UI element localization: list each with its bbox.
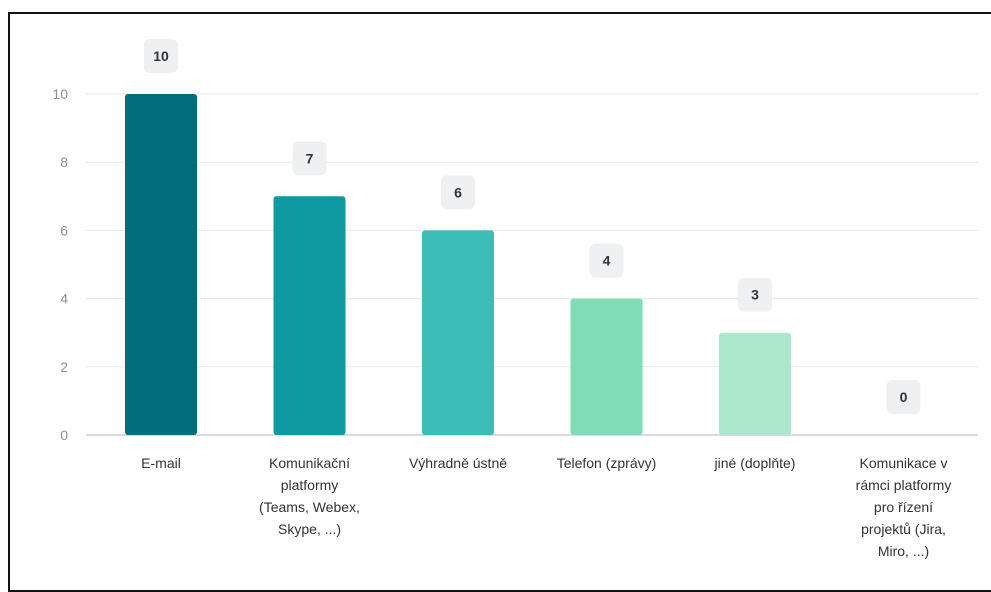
data-label-text: 4 [603,253,611,269]
category-label: jiné (doplňte) [714,455,796,471]
category-label-line: Výhradně ústně [409,455,507,471]
category-label-line: Miro, ...) [878,543,929,559]
category-label-line: Telefon (zprávy) [557,455,657,471]
category-label-line: E-mail [141,455,181,471]
data-label-text: 0 [900,389,908,405]
y-tick-label: 2 [60,359,68,375]
category-label: Komunikace v rámci platformy pro řízení pro… [856,455,952,559]
category-label-line: Komunikační [269,455,350,471]
grid-lines [86,93,978,436]
data-label: 0 [886,380,921,414]
y-tick-label: 8 [60,154,68,170]
y-tick-label: 0 [60,427,68,443]
bar [570,298,643,435]
data-label: 3 [738,277,772,312]
y-tick-label: 6 [60,222,68,238]
category-label: Telefon (zprávy) [557,455,657,471]
category-label-line: jiné (doplňte) [714,455,796,471]
data-label-badge [886,380,921,414]
bar [719,332,791,435]
data-label-badge [589,243,624,278]
category-label-line: platformy [281,477,339,493]
category-label-line: pro řízení [874,499,933,515]
data-label-badge [144,39,178,73]
category-label: Komunikační platformy (Teams, Webex, Skype,… [259,455,360,537]
data-label: 10 [144,39,178,73]
bar [273,196,346,435]
y-tick-label: 10 [52,86,68,102]
data-label-text: 7 [306,150,314,166]
category-label-line: projektů (Jira, [861,521,946,537]
bar [125,94,197,435]
category-labels: E-mail Komunikační platformy (Teams, Webex,… [141,455,951,559]
category-label-line: Komunikace v [860,455,948,471]
data-label-text: 6 [454,184,462,200]
data-label: 7 [292,141,327,176]
data-label: 4 [589,243,624,278]
data-label-badge [738,277,772,312]
y-axis-ticks: 0 2 4 6 8 10 [52,86,68,443]
bar [422,230,494,435]
data-label-badge [292,141,327,176]
bar-chart: 0 2 4 6 8 10 10 7 6 4 3 0 E-mail Komunikační platfor… [52,39,978,559]
category-label-line: Skype, ...) [278,521,341,537]
y-tick-label: 4 [60,291,68,307]
category-label: E-mail [141,455,181,471]
data-label-text: 3 [751,287,759,303]
data-label-badge [441,175,475,210]
category-label: Výhradně ústně [409,455,507,471]
chart-frame: 0 2 4 6 8 10 10 7 6 4 3 0 E-mail Komunikační platfor… [8,12,991,592]
data-label-text: 10 [153,48,169,64]
category-label-line: rámci platformy [856,477,952,493]
category-label-line: (Teams, Webex, [259,499,360,515]
data-labels: 10 7 6 4 3 0 [144,39,921,414]
bars [125,94,791,435]
data-label: 6 [441,175,475,210]
